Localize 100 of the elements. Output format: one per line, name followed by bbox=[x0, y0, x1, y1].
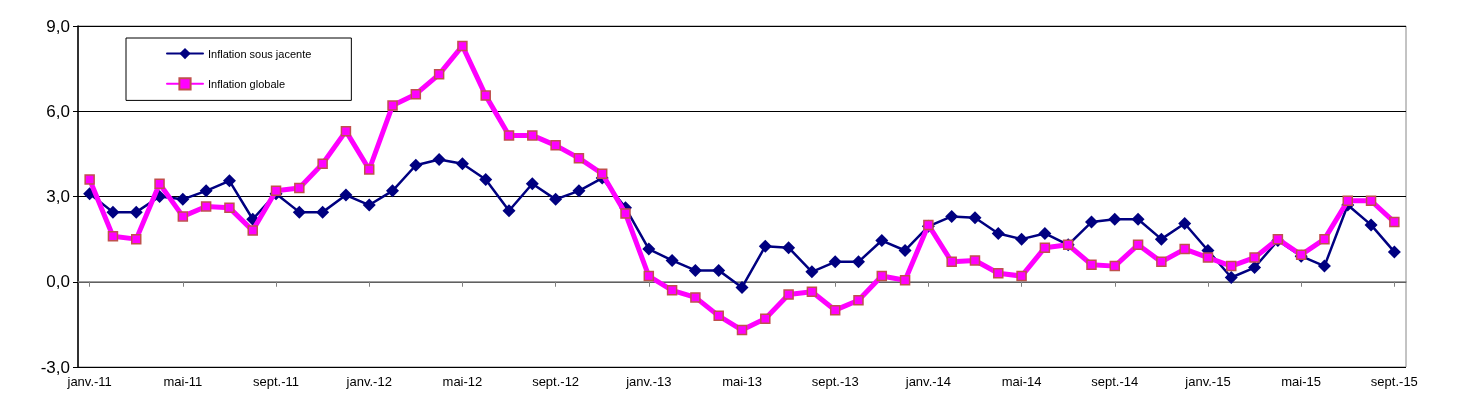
point bbox=[200, 201, 212, 212]
x-tick-label: mai-14 bbox=[1001, 374, 1042, 389]
point bbox=[84, 174, 95, 185]
point bbox=[1364, 218, 1378, 232]
point bbox=[224, 202, 235, 214]
point bbox=[409, 158, 423, 172]
point bbox=[457, 40, 468, 52]
point bbox=[410, 88, 422, 100]
point bbox=[876, 270, 888, 282]
x-tick-label: janv.-11 bbox=[66, 374, 112, 389]
point bbox=[503, 130, 515, 141]
y-tick-label: 0,0 bbox=[46, 272, 70, 292]
legend-label: Inflation sous jacente bbox=[208, 47, 312, 60]
point bbox=[1224, 270, 1238, 284]
point bbox=[1109, 260, 1121, 272]
x-tick-label: sept.-11 bbox=[253, 374, 300, 389]
point bbox=[106, 205, 120, 219]
point bbox=[154, 178, 165, 189]
point bbox=[991, 226, 1005, 240]
point bbox=[829, 304, 841, 316]
point bbox=[713, 310, 724, 322]
point bbox=[1317, 259, 1331, 273]
point bbox=[131, 233, 142, 245]
point bbox=[899, 275, 911, 286]
x-tick-label: janv.-15 bbox=[1184, 374, 1231, 389]
point bbox=[1154, 232, 1168, 246]
x-tick-label: sept.-12 bbox=[532, 374, 580, 389]
point bbox=[993, 267, 1004, 279]
point bbox=[362, 198, 376, 212]
y-tick-label: -3,0 bbox=[40, 357, 70, 377]
point bbox=[853, 294, 864, 306]
point bbox=[1389, 216, 1400, 228]
point bbox=[946, 256, 957, 268]
point bbox=[666, 285, 678, 296]
point bbox=[968, 211, 982, 225]
point bbox=[1319, 233, 1330, 245]
y-tick-label: 6,0 bbox=[46, 101, 70, 121]
point bbox=[1178, 217, 1192, 230]
point bbox=[688, 263, 702, 277]
point bbox=[620, 208, 631, 219]
point bbox=[665, 253, 679, 267]
point bbox=[1249, 252, 1260, 263]
point bbox=[129, 205, 143, 219]
point bbox=[316, 205, 330, 219]
point bbox=[247, 225, 258, 236]
point bbox=[875, 234, 889, 248]
y-tick-label: 3,0 bbox=[46, 187, 70, 206]
point bbox=[107, 231, 119, 242]
point bbox=[432, 153, 446, 167]
point bbox=[177, 211, 189, 222]
point bbox=[525, 177, 539, 191]
y-tick-label: 9,0 bbox=[46, 16, 70, 36]
x-tick-label: mai-12 bbox=[442, 374, 483, 389]
x-tick-label: sept.-15 bbox=[1370, 374, 1418, 389]
point bbox=[1015, 232, 1029, 246]
point bbox=[527, 130, 538, 141]
point bbox=[549, 192, 563, 206]
point bbox=[690, 292, 701, 303]
point bbox=[294, 182, 305, 194]
point bbox=[292, 205, 306, 219]
point bbox=[760, 313, 771, 324]
point bbox=[898, 243, 912, 257]
point bbox=[480, 90, 491, 101]
x-tick-label: janv.-12 bbox=[345, 374, 392, 389]
point bbox=[642, 242, 656, 256]
point bbox=[783, 289, 794, 300]
point bbox=[945, 209, 959, 223]
point bbox=[782, 241, 796, 255]
point bbox=[455, 157, 469, 171]
point bbox=[550, 140, 561, 151]
point bbox=[1038, 226, 1052, 240]
point bbox=[828, 255, 842, 269]
x-tick-label: sept.-14 bbox=[1091, 374, 1139, 389]
point bbox=[1179, 243, 1190, 255]
x-tick-label: mai-11 bbox=[163, 374, 203, 389]
point bbox=[433, 69, 445, 80]
point bbox=[851, 255, 865, 269]
point bbox=[735, 280, 749, 294]
point bbox=[1131, 212, 1145, 226]
point bbox=[1202, 252, 1214, 263]
point bbox=[479, 172, 493, 186]
point bbox=[758, 239, 772, 253]
point bbox=[712, 263, 726, 277]
point bbox=[502, 204, 516, 218]
point bbox=[270, 185, 282, 197]
point bbox=[1226, 260, 1237, 272]
point bbox=[1342, 195, 1353, 207]
point bbox=[1086, 259, 1097, 270]
point bbox=[806, 286, 818, 297]
point bbox=[340, 125, 352, 137]
point bbox=[1387, 245, 1401, 259]
point bbox=[643, 270, 655, 282]
x-tick-label: janv.-14 bbox=[904, 374, 952, 389]
point bbox=[386, 184, 400, 198]
legend-label: Inflation globale bbox=[208, 77, 286, 90]
x-tick-label: mai-15 bbox=[1281, 374, 1322, 389]
point bbox=[1156, 256, 1167, 268]
point bbox=[596, 168, 608, 180]
point bbox=[176, 192, 190, 206]
x-tick-label: janv.-13 bbox=[625, 374, 672, 389]
